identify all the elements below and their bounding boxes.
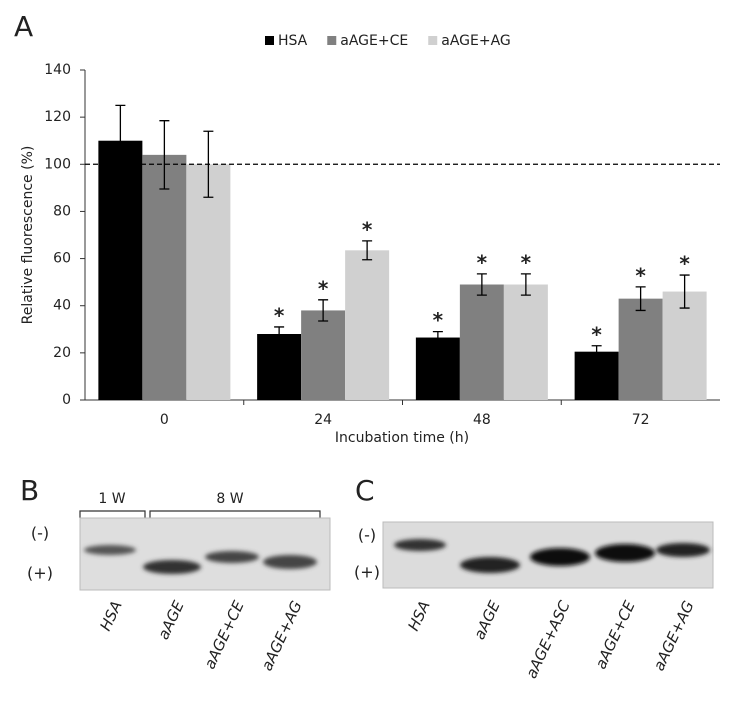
panel-label: A — [14, 10, 33, 43]
y-tick-label: 100 — [44, 156, 71, 172]
legend-label: aAGE+AG — [441, 33, 511, 49]
y-tick-label: 120 — [44, 109, 71, 125]
lane-label: HSA — [96, 598, 125, 634]
legend-swatch — [428, 36, 438, 45]
bar — [345, 250, 390, 400]
panel-label: C — [355, 474, 375, 507]
legend-label: HSA — [278, 33, 308, 49]
y-tick-label: 140 — [44, 62, 71, 78]
legend-swatch — [327, 36, 337, 45]
error-bar — [520, 273, 531, 296]
lane-label: aAGE+ASC — [522, 598, 574, 682]
band — [394, 539, 446, 551]
x-tick-label: 48 — [473, 412, 491, 428]
band — [205, 551, 259, 563]
bar — [503, 284, 548, 400]
band — [84, 545, 136, 555]
group-label: 1 W — [98, 491, 125, 507]
bar — [415, 337, 460, 400]
significance-mark: * — [591, 322, 602, 346]
bar — [662, 291, 707, 400]
significance-mark: * — [521, 250, 532, 274]
significance-mark: * — [362, 217, 373, 241]
legend-label: aAGE+CE — [340, 33, 408, 49]
error-bar — [591, 345, 602, 359]
lane-label: aAGE — [154, 598, 188, 643]
significance-mark: * — [679, 252, 690, 276]
error-bar — [318, 299, 329, 322]
bar — [257, 334, 302, 400]
x-axis-label: Incubation time (h) — [335, 430, 469, 446]
bar — [186, 164, 231, 400]
lane-label: aAGE+CE — [592, 598, 639, 672]
significance-mark: * — [318, 276, 329, 300]
significance-mark: * — [635, 263, 646, 287]
polarity-label: (+) — [27, 564, 53, 583]
x-tick-label: 24 — [314, 412, 332, 428]
bar — [574, 351, 619, 400]
lane-label: HSA — [404, 598, 433, 634]
error-bar — [432, 330, 443, 345]
polarity-label: (-) — [358, 526, 376, 545]
error-bar — [635, 286, 646, 312]
polarity-label: (-) — [31, 524, 49, 543]
bar — [142, 154, 187, 400]
y-tick-label: 40 — [53, 298, 71, 314]
lane-label: aAGE+CE — [201, 598, 248, 672]
y-tick-label: 60 — [53, 251, 71, 267]
polarity-label: (+) — [354, 563, 380, 582]
band — [530, 548, 590, 566]
bar — [301, 310, 346, 400]
y-tick-label: 20 — [53, 345, 71, 361]
band — [595, 544, 655, 562]
lane-label: aAGE+AG — [650, 598, 698, 674]
lane-label: aAGE — [470, 598, 504, 643]
band — [263, 555, 317, 569]
significance-mark: * — [433, 308, 444, 332]
bracket — [79, 510, 321, 518]
x-tick-label: 72 — [632, 412, 650, 428]
bar — [98, 140, 143, 400]
group-label: 8 W — [216, 491, 243, 507]
band — [143, 560, 201, 574]
error-bar — [274, 326, 285, 342]
y-axis-label: Relative fluorescence (%) — [20, 146, 36, 325]
bar — [459, 284, 504, 400]
y-tick-label: 0 — [62, 392, 71, 408]
y-tick-label: 80 — [53, 203, 71, 219]
error-bar — [362, 240, 373, 261]
bar — [618, 298, 663, 400]
band — [656, 543, 710, 557]
error-bar — [679, 274, 690, 309]
error-bar — [476, 273, 487, 296]
panel-label: B — [20, 474, 39, 507]
lane-label: aAGE+AG — [258, 598, 306, 674]
x-tick-label: 0 — [160, 412, 169, 428]
legend-swatch — [265, 36, 274, 45]
significance-mark: * — [274, 303, 285, 327]
error-bar — [159, 120, 170, 190]
band — [460, 557, 520, 573]
significance-mark: * — [477, 250, 488, 274]
